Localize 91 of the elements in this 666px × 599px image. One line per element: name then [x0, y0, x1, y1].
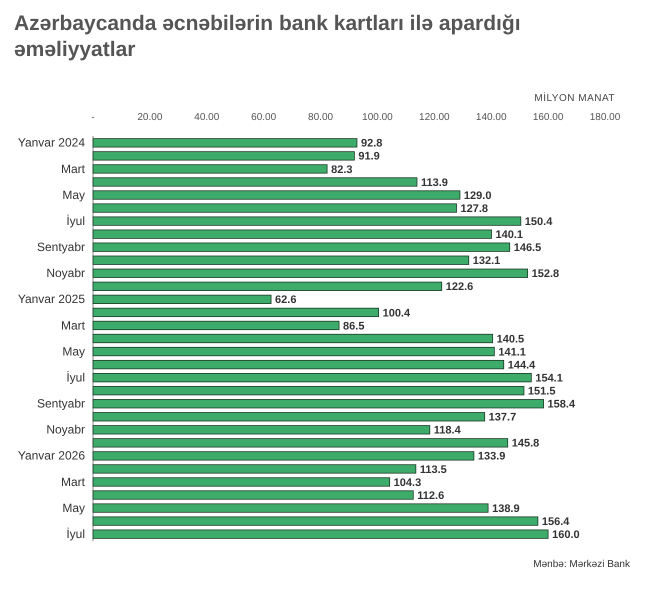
data-label: 151.5	[528, 386, 556, 398]
y-tick-label: May	[62, 344, 85, 358]
y-tick-label: Yanvar 2024	[18, 136, 86, 150]
data-label: 150.4	[524, 216, 554, 228]
bar	[92, 464, 416, 474]
data-label: 132.1	[472, 255, 500, 268]
x-tick-label: 160.00	[532, 112, 564, 123]
bar	[92, 268, 528, 278]
y-tick-label: Noyabr	[46, 422, 85, 437]
data-label: 133.9	[478, 450, 506, 463]
y-tick-label: Sentyabr	[36, 240, 85, 254]
data-label: 92.8	[360, 138, 382, 150]
y-tick-label: İyul	[66, 370, 85, 384]
data-label: 145.8	[512, 438, 540, 450]
x-tick-label: 180.00	[590, 112, 621, 123]
bar	[92, 190, 460, 200]
y-tick-label: İyul	[66, 214, 85, 228]
bar	[92, 386, 524, 396]
data-label: 129.0	[464, 190, 492, 202]
bar	[92, 516, 538, 526]
data-label: 118.4	[434, 424, 462, 437]
x-tick-label: 60.00	[251, 112, 277, 123]
data-label: 113.5	[420, 464, 447, 476]
x-tick-label: 100.00	[362, 112, 394, 123]
x-tick-label: 80.00	[308, 112, 334, 123]
data-label: 156.4	[542, 516, 570, 528]
data-label: 104.3	[394, 476, 422, 489]
bar	[92, 138, 358, 148]
bar	[92, 360, 504, 370]
y-tick-label: Sentyabr	[36, 396, 85, 411]
data-label: 112.6	[417, 490, 444, 502]
bar	[92, 256, 470, 265]
data-label: 141.1	[498, 346, 526, 358]
y-tick-label: Mart	[61, 474, 86, 489]
y-tick-label: İyul	[66, 526, 85, 541]
data-label: 82.3	[331, 164, 353, 176]
chart-title: Azərbaycanda əcnəbilərin bank kartları ilə apardığı əməliyyatlar	[14, 12, 521, 61]
data-label: 127.8	[460, 202, 488, 215]
data-label: 86.5	[343, 320, 364, 332]
bar	[92, 438, 508, 448]
bar	[92, 477, 390, 487]
data-label: 140.5	[496, 333, 524, 346]
x-tick-label: 120.00	[419, 112, 450, 123]
bar	[92, 320, 340, 330]
bar	[92, 334, 494, 344]
bar	[92, 503, 488, 513]
bar	[92, 230, 492, 239]
y-tick-label: Yanvar 2026	[18, 448, 86, 463]
data-label: 100.4	[382, 307, 411, 320]
data-label: 160.0	[552, 529, 580, 541]
data-label: 154.1	[535, 372, 563, 384]
data-label: 146.5	[514, 242, 542, 254]
bar	[92, 242, 510, 252]
bar	[92, 308, 379, 318]
bar	[92, 346, 495, 356]
bar	[92, 490, 414, 500]
data-label: 138.9	[492, 502, 520, 515]
bar	[92, 294, 272, 304]
x-tick-label: 40.00	[194, 112, 220, 123]
bar	[92, 425, 430, 434]
data-label: 122.6	[446, 281, 474, 294]
bar	[92, 399, 544, 408]
bar	[92, 216, 522, 226]
data-label: 137.7	[488, 412, 516, 424]
data-label: 152.8	[532, 268, 560, 280]
bar	[92, 164, 328, 174]
x-tick-label: -	[91, 112, 95, 123]
y-tick-label: Yanvar 2025	[18, 292, 86, 306]
x-tick-label: 140.00	[476, 112, 507, 123]
data-label: 62.6	[275, 294, 296, 306]
data-label: 158.4	[548, 398, 576, 411]
bar	[92, 530, 549, 539]
x-tick-label: 20.00	[137, 112, 163, 123]
y-tick-label: May	[62, 500, 85, 515]
bar	[92, 282, 442, 291]
data-label: 113.9	[420, 176, 448, 189]
y-tick-label: Mart	[61, 162, 86, 176]
text: Mənbə: Mərkəzi Bank	[533, 559, 631, 570]
data-label: 144.4	[508, 359, 536, 372]
bar	[92, 151, 355, 161]
x-axis-title: MİLYON MANAT	[534, 92, 615, 104]
bar	[92, 412, 486, 422]
y-tick-label: Mart	[61, 318, 86, 332]
bar	[92, 177, 418, 187]
y-tick-label: Noyabr	[46, 266, 85, 280]
bar	[92, 372, 532, 382]
data-label: 91.9	[358, 150, 380, 163]
bar	[92, 203, 457, 213]
data-label: 140.1	[496, 229, 524, 241]
bar	[92, 451, 474, 461]
y-tick-label: May	[62, 188, 85, 202]
